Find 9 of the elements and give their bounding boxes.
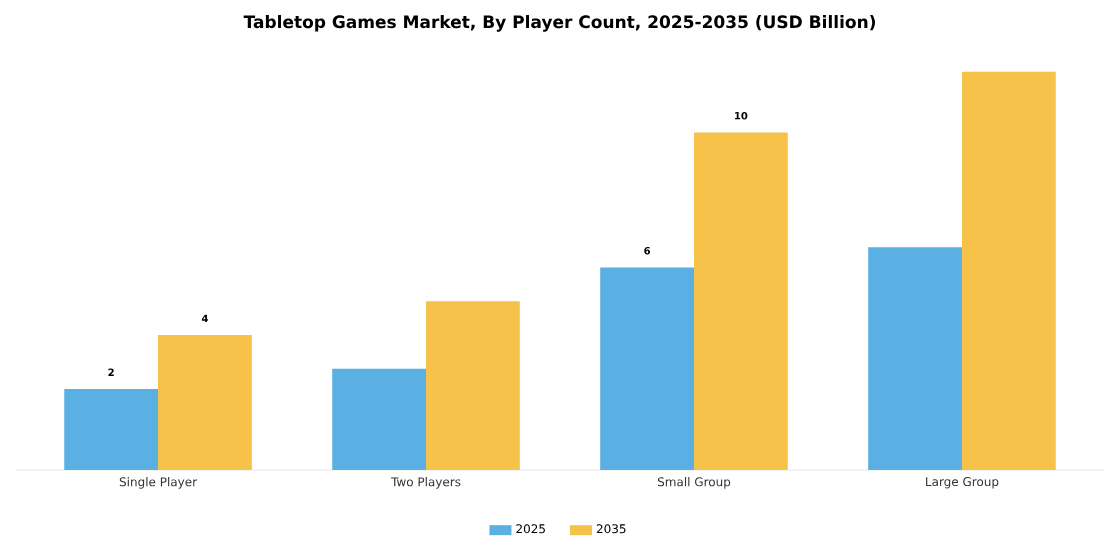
bar (600, 267, 694, 470)
bar (868, 247, 962, 470)
bar (426, 301, 520, 470)
chart-title: Tabletop Games Market, By Player Count, 2025-2035 (USD Billion) (243, 15, 875, 32)
bar (693, 132, 788, 470)
bar (332, 368, 427, 470)
bar (961, 71, 1056, 470)
bar (158, 335, 252, 470)
bar (64, 388, 159, 470)
